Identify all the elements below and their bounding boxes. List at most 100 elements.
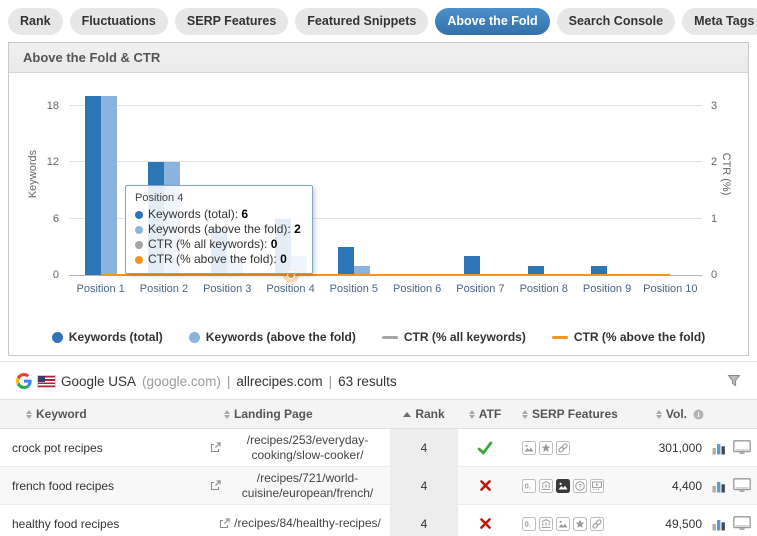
serp-snapshot-icon[interactable] (733, 516, 751, 531)
video-serp-icon[interactable] (590, 478, 604, 493)
keyword-chart-icon[interactable] (712, 517, 727, 531)
chart-panel: Above the Fold & CTR Keywords CTR (%) Po… (8, 42, 749, 356)
image-serp-icon[interactable] (556, 516, 570, 531)
external-link-icon[interactable] (210, 442, 221, 453)
tooltip-title: Position 4 (135, 192, 184, 204)
serp-snapshot-icon[interactable] (733, 440, 751, 455)
link-serp-icon[interactable] (556, 440, 570, 455)
sort-up-icon (655, 409, 662, 414)
x-axis-label: Position 10 (643, 283, 698, 295)
external-link-icon[interactable] (210, 480, 221, 491)
bar-keywords-total[interactable] (84, 96, 101, 275)
x-axis-label: Position 3 (203, 283, 252, 295)
snippet-serp-icon[interactable]: 0. (522, 478, 536, 493)
y-axis-tick-left: 6 (52, 212, 59, 225)
atf-cross-icon (479, 517, 492, 530)
landing-page-link[interactable]: /recipes/253/everyday-cooking/slow-cooke… (246, 432, 369, 462)
column-header-keyword[interactable]: Keyword (0, 407, 210, 421)
tab-search-console[interactable]: Search Console (556, 8, 676, 35)
sort-icon[interactable] (26, 409, 32, 419)
volume-value: 4,400 (671, 478, 702, 493)
gridline (69, 217, 702, 219)
bar-keywords-total[interactable] (337, 246, 354, 275)
column-header-serp-features[interactable]: SERP Features (512, 407, 648, 421)
bar-keywords-above-the-fold[interactable] (353, 265, 370, 275)
keyword-link[interactable]: crock pot recipes (12, 440, 103, 455)
tooltip-label: CTR (% above the fold): 0 (148, 252, 287, 266)
link-serp-icon[interactable] (590, 516, 604, 531)
column-header-rank[interactable]: Rank (390, 407, 458, 421)
chart-legend: Keywords (total) Keywords (above the fold… (9, 319, 748, 355)
landing-page-link[interactable]: /recipes/721/world-cuisine/european/fren… (241, 470, 374, 500)
knowledge-serp-icon[interactable] (539, 516, 553, 531)
series-bullet (135, 210, 143, 219)
svg-text:0.: 0. (525, 519, 531, 528)
info-icon[interactable]: i (693, 409, 704, 420)
knowledge-serp-icon[interactable] (539, 478, 553, 493)
actions-cell (706, 429, 757, 466)
question-serp-icon[interactable]: ? (573, 478, 587, 493)
serp-snapshot-icon[interactable] (733, 478, 751, 493)
google-logo-icon (16, 373, 32, 389)
keyword-chart-icon[interactable] (712, 441, 727, 455)
bar-keywords-above-the-fold[interactable] (100, 96, 117, 275)
sort-icon[interactable] (468, 409, 475, 419)
snippet-serp-icon[interactable]: 0. (522, 516, 536, 531)
column-header-landing-page[interactable]: Landing Page (210, 407, 390, 421)
star-serp-icon[interactable] (573, 516, 587, 531)
divider: | (226, 373, 231, 389)
sort-up-icon (26, 409, 32, 414)
sort-down-icon (655, 414, 662, 419)
image-serp-icon[interactable] (522, 440, 536, 455)
filter-icon[interactable] (727, 374, 741, 388)
serp-features-cell (512, 429, 648, 466)
sort-icon[interactable] (655, 409, 662, 419)
bar-keywords-total[interactable] (527, 265, 544, 275)
legend-item-keywords-total[interactable]: Keywords (total) (51, 330, 163, 344)
sort-asc-icon (403, 411, 412, 417)
column-header-atf[interactable]: ATF (458, 407, 512, 421)
image-serp-icon-active[interactable] (556, 478, 570, 493)
legend-swatch (551, 335, 568, 339)
keyword-chart-icon[interactable] (712, 479, 727, 493)
sort-up-icon (468, 409, 475, 414)
table-section: Google USA (google.com) | allrecipes.com… (0, 361, 757, 536)
legend-item-ctr-all-keywords[interactable]: CTR (% all keywords) (381, 330, 526, 344)
external-link-icon[interactable] (219, 518, 230, 529)
tab-fluctuations[interactable]: Fluctuations (69, 8, 168, 35)
sort-icon[interactable] (224, 409, 230, 419)
keyword-link[interactable]: french food recipes (12, 478, 115, 493)
column-header-vol[interactable]: Vol. i (648, 407, 706, 421)
tooltip-label: CTR (% all keywords): 0 (148, 237, 278, 251)
us-flag-icon (37, 374, 56, 388)
sort-icon[interactable] (522, 409, 528, 419)
legend-item-ctr-above-the-fold[interactable]: CTR (% above the fold) (551, 330, 705, 344)
x-axis-label: Position 4 (266, 283, 315, 295)
keyword-cell: crock pot recipes (0, 429, 210, 466)
legend-item-keywords-above-the-fold[interactable]: Keywords (above the fold) (188, 330, 356, 344)
keyword-link[interactable]: healthy food recipes (12, 516, 120, 531)
series-bullet (135, 225, 143, 234)
column-label: SERP Features (532, 407, 618, 421)
tab-featured-snippets[interactable]: Featured Snippets (295, 8, 429, 35)
rank-cell: 4 (390, 505, 458, 536)
star-serp-icon[interactable] (539, 440, 553, 455)
volume-cell: 4,400 (648, 467, 706, 504)
svg-text:?: ? (578, 483, 582, 490)
column-label: Rank (415, 407, 445, 421)
ctr-line (100, 274, 671, 276)
x-axis-label: Position 8 (519, 283, 568, 295)
landing-page-link[interactable]: /recipes/84/healthy-recipes/ (234, 516, 381, 530)
tab-serp-features[interactable]: SERP Features (174, 8, 289, 35)
atf-cell (458, 505, 512, 536)
tab-meta-tags[interactable]: Meta Tags (682, 8, 757, 35)
bar-keywords-total[interactable] (464, 256, 481, 275)
landing-page-cell: /recipes/721/world-cuisine/european/fren… (210, 467, 390, 504)
table-body: crock pot recipes/recipes/253/everyday-c… (0, 429, 757, 536)
volume-value: 49,500 (665, 516, 702, 531)
column-label: Vol. (665, 407, 687, 421)
tab-rank[interactable]: Rank (8, 8, 63, 35)
bar-keywords-total[interactable] (591, 265, 608, 275)
tab-above-the-fold[interactable]: Above the Fold (435, 8, 550, 35)
